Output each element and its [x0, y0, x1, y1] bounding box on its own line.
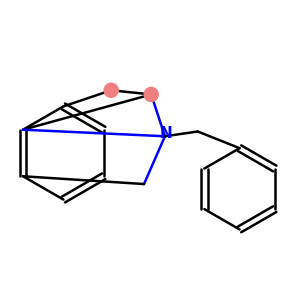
Circle shape [103, 82, 119, 98]
Text: N: N [160, 126, 172, 141]
Circle shape [143, 87, 159, 102]
